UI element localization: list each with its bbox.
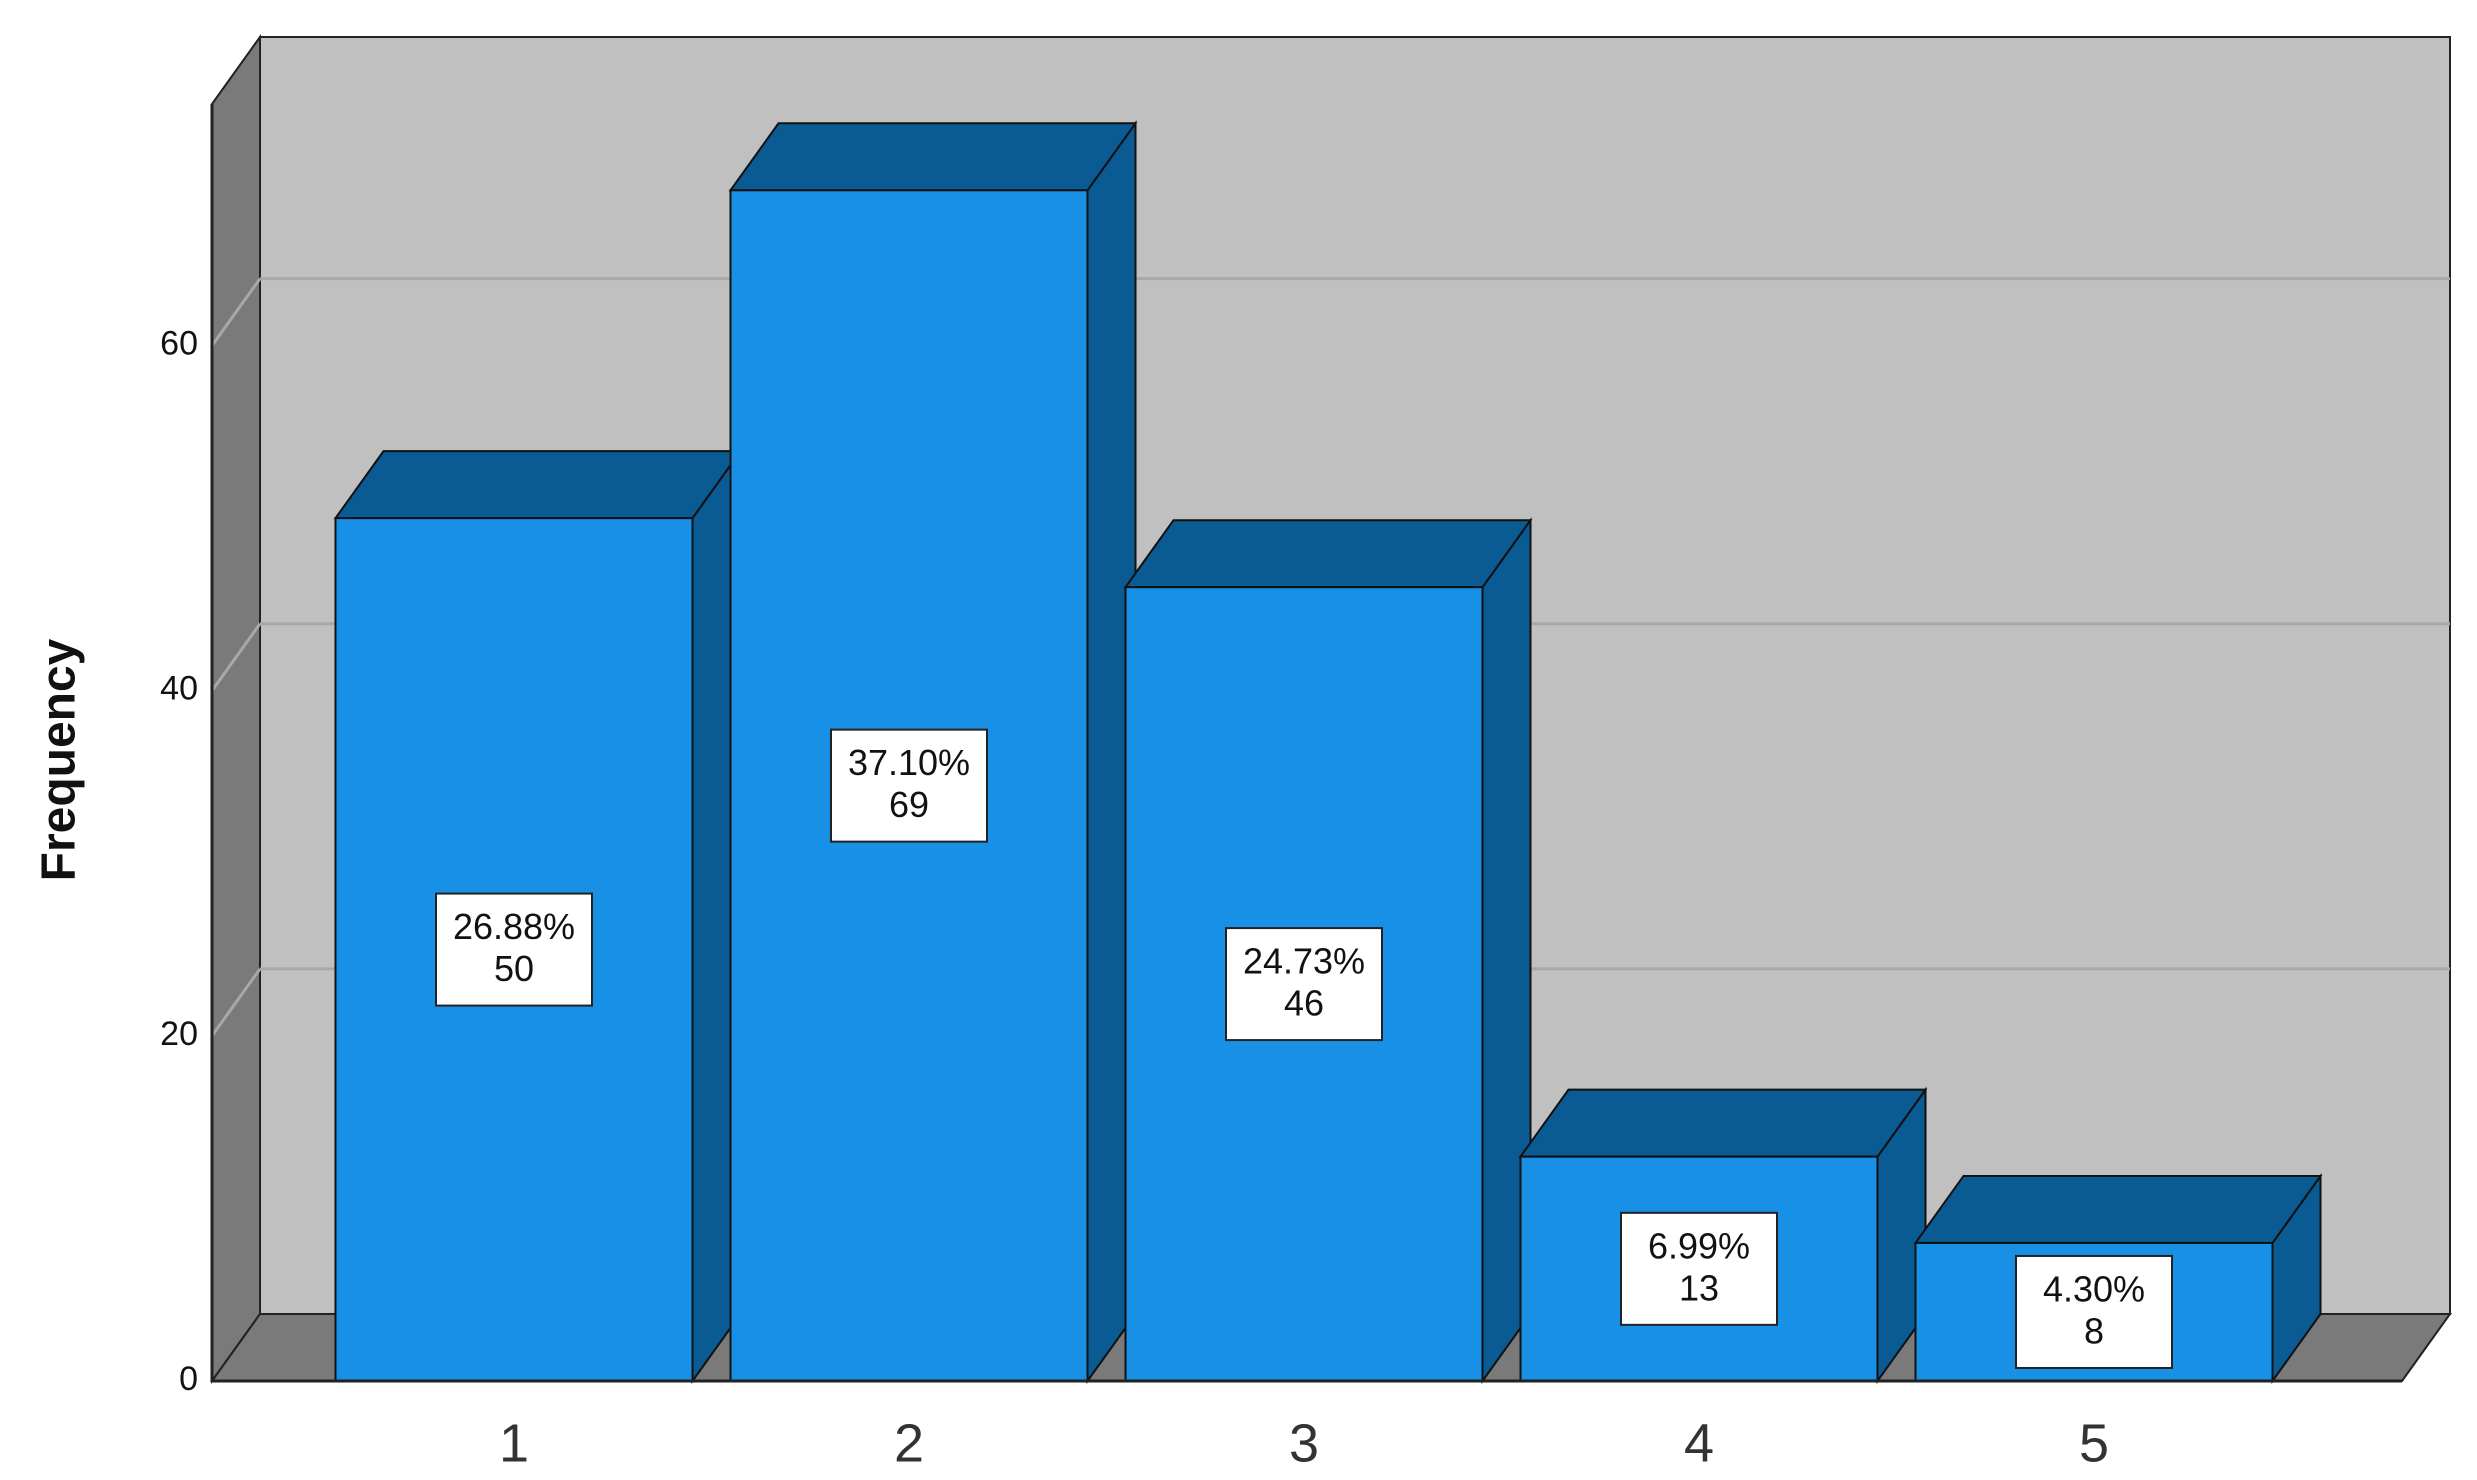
bar-top xyxy=(333,450,743,520)
y-tick-label: 0 xyxy=(179,1360,198,1398)
x-tick-label: 4 xyxy=(1684,1413,1714,1473)
y-tick-label: 40 xyxy=(160,670,198,708)
label-box xyxy=(830,728,988,843)
grid-line-side xyxy=(210,967,262,1037)
bar-top xyxy=(1123,519,1533,589)
x-tick-label: 2 xyxy=(894,1413,924,1473)
bar-top xyxy=(1518,1088,1928,1158)
bar-top xyxy=(1913,1174,2323,1244)
y-tick-label: 60 xyxy=(160,325,198,363)
percent-label: 6.99% xyxy=(1648,1225,1750,1266)
x-tick-label: 1 xyxy=(499,1413,529,1473)
label-box xyxy=(435,892,593,1007)
percent-label: 24.73% xyxy=(1243,941,1365,982)
left-wall xyxy=(211,33,261,1385)
percent-label: 37.10% xyxy=(848,742,970,783)
value-label: 13 xyxy=(1679,1267,1719,1308)
grid-line-side xyxy=(210,277,262,347)
value-label: 46 xyxy=(1284,983,1324,1024)
percent-label: 4.30% xyxy=(2043,1268,2145,1309)
label-box xyxy=(1225,927,1383,1042)
value-label: 8 xyxy=(2084,1310,2104,1351)
x-tick-label: 5 xyxy=(2079,1413,2109,1473)
y-axis-title: Frequency xyxy=(33,638,86,881)
y-tick-label: 20 xyxy=(160,1015,198,1053)
label-box xyxy=(1620,1211,1778,1326)
bar-top xyxy=(728,122,1138,192)
value-label: 50 xyxy=(494,948,534,989)
grid-line-side xyxy=(210,622,262,692)
x-tick-label: 3 xyxy=(1289,1413,1319,1473)
label-box xyxy=(2015,1254,2173,1369)
value-label: 69 xyxy=(889,784,929,825)
percent-label: 26.88% xyxy=(453,906,575,947)
